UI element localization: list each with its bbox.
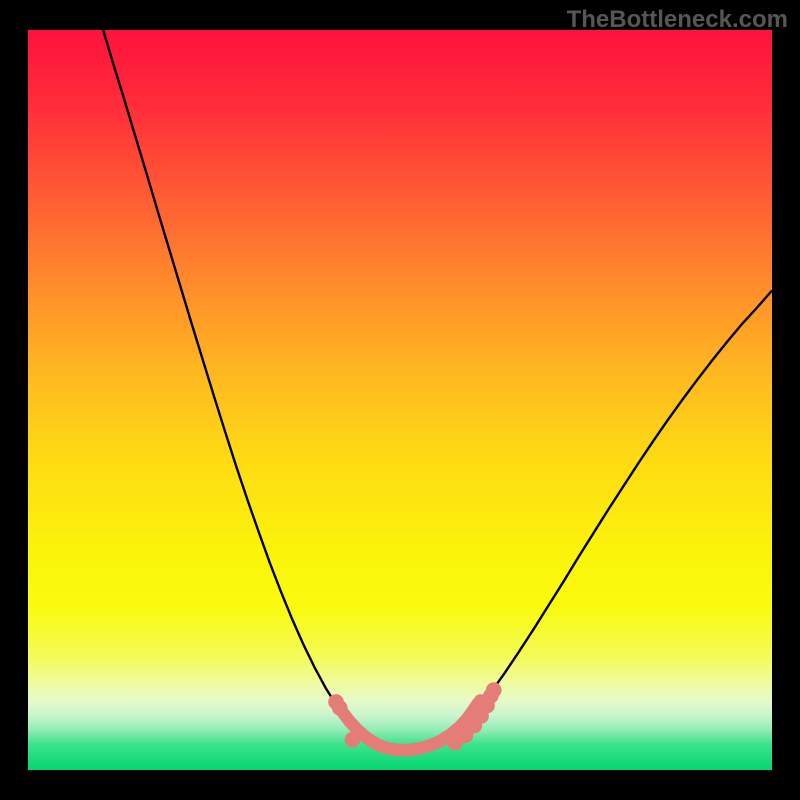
- marker-dot: [345, 732, 361, 748]
- marker-dot: [332, 700, 348, 716]
- plot-gradient-background: [28, 30, 772, 770]
- marker-dot: [486, 682, 502, 698]
- bottleneck-chart-svg: [0, 0, 800, 800]
- chart-container: TheBottleneck.com: [0, 0, 800, 800]
